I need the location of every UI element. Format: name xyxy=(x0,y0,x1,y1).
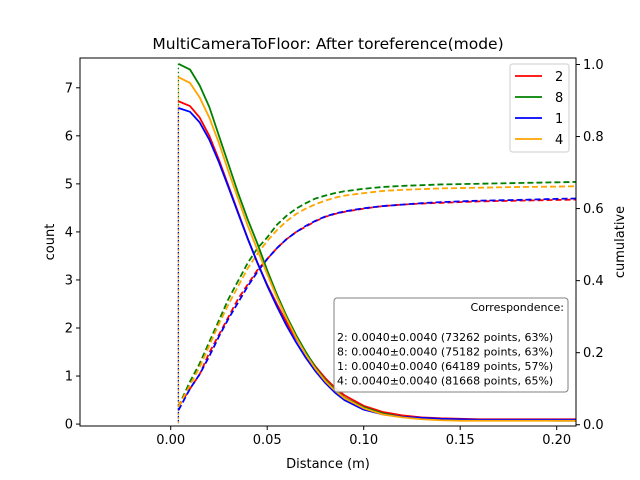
legend-label-8: 8 xyxy=(555,91,563,106)
cumulative-line-4 xyxy=(177,185,576,408)
y-tick-label-7: 7 xyxy=(65,81,73,96)
y2-tick-label-1: 0.2 xyxy=(583,346,604,361)
legend-label-2: 2 xyxy=(555,70,563,85)
x-tick-label-2: 0.10 xyxy=(349,433,378,448)
x-tick-label-1: 0.05 xyxy=(253,433,282,448)
axes: 0.00 0.05 0.10 0.15 0.20 0 1 2 3 4 5 6 7 0.0 0.2 0.4 0.6… xyxy=(65,57,604,448)
annotation-title: Correspondence: xyxy=(471,301,564,314)
y2-tick-label-2: 0.4 xyxy=(583,274,604,289)
y2-axis-label: cumulative xyxy=(613,206,628,278)
plot-clip-group xyxy=(177,62,576,424)
plot-area xyxy=(177,62,576,424)
y-tick-label-2: 2 xyxy=(65,321,73,336)
density-line-1 xyxy=(178,107,576,421)
chart-title: MultiCameraToFloor: After toreference(mo… xyxy=(152,35,503,53)
y-axis-label: count xyxy=(43,224,58,261)
legend-label-4: 4 xyxy=(555,133,563,148)
y-tick-label-6: 6 xyxy=(65,129,73,144)
y2-tick-label-3: 0.6 xyxy=(583,202,604,217)
density-line-4 xyxy=(178,76,576,422)
annotation-box xyxy=(333,297,569,393)
y2-tick-label-4: 0.8 xyxy=(583,130,604,145)
y-tick-label-4: 4 xyxy=(65,225,73,240)
legend-box xyxy=(509,63,570,153)
annotation-line-3: 4: 0.0040±0.0040 (81668 points, 65%) xyxy=(337,375,553,388)
x-tick-label-0: 0.00 xyxy=(156,433,185,448)
annotation-line-2: 1: 0.0040±0.0040 (64189 points, 57%) xyxy=(337,360,553,373)
y-tick-label-5: 5 xyxy=(65,177,73,192)
x-tick-label-4: 0.20 xyxy=(542,433,571,448)
cumulative-line-1 xyxy=(177,197,576,411)
y2-tick-label-0: 0.0 xyxy=(583,418,604,433)
y-tick-label-1: 1 xyxy=(65,370,73,385)
y-tick-label-0: 0 xyxy=(65,418,73,433)
y2-tick-label-5: 1.0 xyxy=(583,58,604,73)
y-tick-label-3: 3 xyxy=(65,273,73,288)
legend-label-1: 1 xyxy=(555,112,563,127)
plot-frame xyxy=(79,57,577,427)
x-tick-label-3: 0.15 xyxy=(446,433,475,448)
x-axis-label: Distance (m) xyxy=(286,457,370,472)
cumulative-line-8 xyxy=(177,181,576,408)
annotation-line-1: 8: 0.0040±0.0040 (75182 points, 63%) xyxy=(337,346,553,359)
annotation-line-0: 2: 0.0040±0.0040 (73262 points, 63%) xyxy=(337,331,553,344)
correspondence-annotation: Correspondence: 2: 0.0040±0.0040 (73262 p… xyxy=(333,297,569,393)
